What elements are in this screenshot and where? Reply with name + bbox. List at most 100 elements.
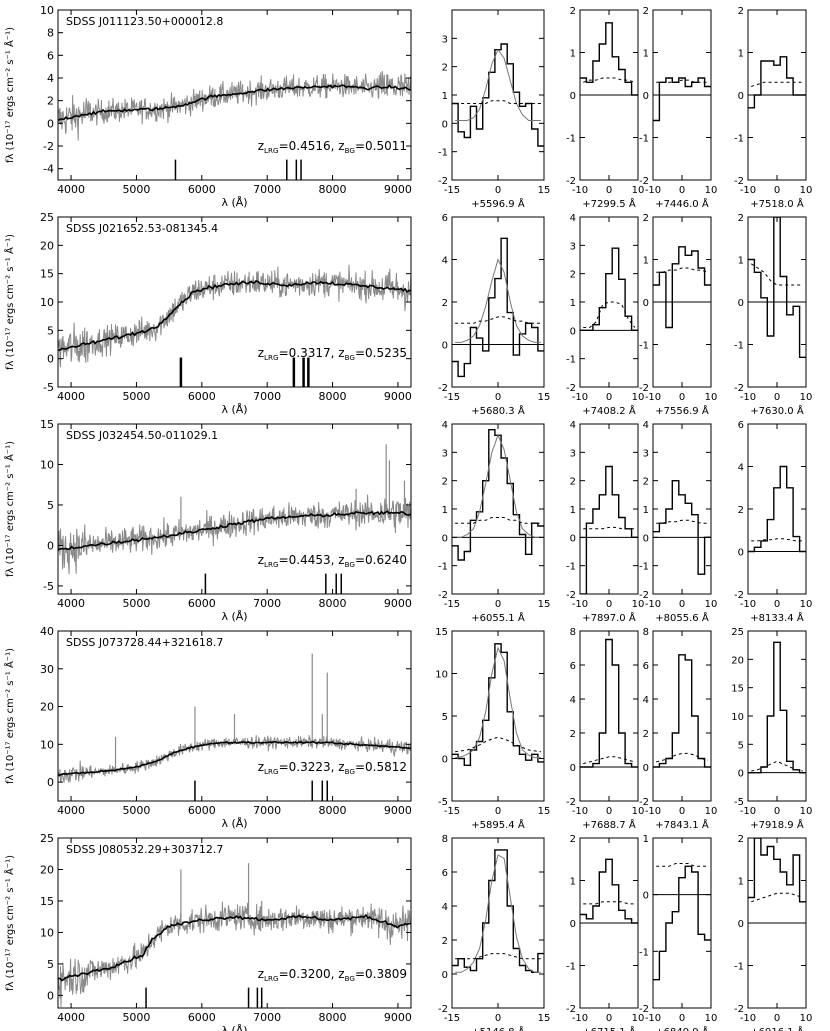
main-ytick-label: 25 bbox=[40, 832, 54, 845]
main-plot-frame bbox=[57, 9, 412, 181]
main-ylabel: fλ (10⁻¹⁷ ergs cm⁻² s⁻¹ Å⁻¹) bbox=[3, 441, 16, 577]
spectrum-title: SDSS J080532.29+303712.7 bbox=[66, 843, 223, 856]
zoom-xtick-label: -15 bbox=[444, 1013, 460, 1024]
zoom-ytick-label: 0 bbox=[570, 91, 576, 102]
zoom-xtick-label: -10 bbox=[740, 1013, 756, 1024]
flux-histogram bbox=[653, 865, 711, 981]
zoom-ytick-label: 1 bbox=[643, 834, 649, 845]
zoom-ytick-label: -2 bbox=[566, 383, 576, 394]
main-ytick-label: 6 bbox=[47, 49, 54, 62]
flux-histogram bbox=[748, 217, 806, 358]
zoom-wavelength-label: +5895.4 Å bbox=[471, 818, 525, 831]
z-subscript: LRG bbox=[264, 974, 279, 983]
zoom-xtick-label: 0 bbox=[774, 599, 780, 610]
z-text: z bbox=[258, 139, 264, 153]
zoom-ytick-label: 4 bbox=[738, 463, 744, 474]
z-text: =0.5011 bbox=[355, 139, 407, 153]
zoom-xtick-label: 10 bbox=[705, 392, 718, 403]
zoom-ytick-label: 4 bbox=[570, 213, 576, 224]
zoom-xtick-label: -15 bbox=[444, 806, 460, 817]
noise-level-line bbox=[583, 301, 636, 328]
zoom-ytick-label: -2 bbox=[639, 797, 649, 808]
zoom-xtick-label: -10 bbox=[645, 392, 661, 403]
zoom-ytick-label: 4 bbox=[570, 695, 576, 706]
template-fit-line bbox=[58, 280, 411, 352]
zoom-ytick-label: 0 bbox=[738, 548, 744, 559]
zoom-wavelength-label: +7446.0 Å bbox=[655, 197, 709, 210]
zoom-ytick-label: 1 bbox=[643, 256, 649, 267]
zoom-xtick-label: 10 bbox=[705, 185, 718, 196]
zoom-ytick-label: 4 bbox=[643, 420, 649, 431]
flux-histogram bbox=[452, 43, 544, 147]
zoom-xtick-label: 15 bbox=[538, 1013, 551, 1024]
z-text: =0.3200, z bbox=[279, 967, 345, 981]
zoom-ytick-label: 8 bbox=[643, 627, 649, 638]
main-plot-frame bbox=[57, 423, 412, 595]
main-xtick-label: 7000 bbox=[253, 390, 281, 403]
line-zoom-panel: -10 0 10 -2 0 2 4 6 +8133.4 Å bbox=[734, 420, 812, 624]
main-ytick-label: -2 bbox=[43, 140, 54, 153]
zoom-xtick-label: 0 bbox=[606, 599, 612, 610]
zoom-ytick-label: -2 bbox=[734, 176, 744, 187]
zoom-xtick-label: -15 bbox=[444, 599, 460, 610]
noise-level-line bbox=[751, 81, 803, 87]
zoom-xtick-label: -10 bbox=[645, 599, 661, 610]
zoom-ytick-label: 6 bbox=[738, 420, 744, 431]
z-subscript: BG bbox=[345, 353, 355, 362]
main-plot-frame bbox=[57, 216, 412, 388]
zoom-xtick-label: -10 bbox=[572, 806, 588, 817]
zoom-xtick-label: 10 bbox=[705, 599, 718, 610]
z-text: =0.6240 bbox=[355, 553, 407, 567]
zoom-ytick-label: 1 bbox=[442, 91, 448, 102]
zoom-plot-frame bbox=[451, 423, 545, 595]
main-ytick-label: 0 bbox=[47, 117, 54, 130]
zoom-ytick-label: 8 bbox=[442, 834, 448, 845]
zoom-ytick-label: 0 bbox=[643, 298, 649, 309]
zoom-ytick-label: 4 bbox=[643, 695, 649, 706]
zoom-plot-frame bbox=[451, 9, 545, 181]
zoom-wavelength-label: +7556.9 Å bbox=[655, 404, 709, 417]
model-curve bbox=[455, 646, 541, 759]
main-xtick-label: 8000 bbox=[319, 390, 347, 403]
main-ytick-label: 10 bbox=[40, 926, 54, 939]
z-subscript: BG bbox=[345, 560, 355, 569]
main-xtick-label: 5000 bbox=[122, 1011, 150, 1024]
zoom-ytick-label: -1 bbox=[438, 148, 448, 159]
main-xtick-label: 8000 bbox=[319, 183, 347, 196]
main-xtick-label: 8000 bbox=[319, 1011, 347, 1024]
main-ytick-label: 10 bbox=[40, 458, 54, 471]
main-ytick-label: 5 bbox=[47, 499, 54, 512]
noise-level-line bbox=[583, 526, 635, 530]
main-ytick-label: -4 bbox=[43, 163, 54, 176]
zoom-ytick-label: 1 bbox=[738, 256, 744, 267]
zoom-plot-frame bbox=[652, 423, 712, 595]
zoom-xtick-label: 0 bbox=[606, 392, 612, 403]
main-xtick-label: 7000 bbox=[253, 804, 281, 817]
noise-level-line bbox=[750, 263, 803, 286]
flux-histogram bbox=[580, 22, 638, 96]
z-subscript: BG bbox=[345, 146, 355, 155]
noise-level-line bbox=[751, 892, 803, 903]
zoom-ytick-label: 0 bbox=[643, 891, 649, 902]
zoom-ytick-label: -1 bbox=[566, 562, 576, 573]
main-ytick-label: -5 bbox=[43, 580, 54, 593]
zoom-ytick-label: 2 bbox=[570, 729, 576, 740]
z-text: =0.5235 bbox=[355, 346, 407, 360]
z-subscript: BG bbox=[345, 974, 355, 983]
line-zoom-panel: -15 0 15 -2 -1 0 1 2 3 4 +6055.1 Å bbox=[438, 420, 550, 624]
main-plot-frame bbox=[57, 837, 412, 1009]
noise-level-line bbox=[455, 736, 541, 753]
flux-histogram bbox=[653, 654, 711, 768]
redshift-label: zLRG=0.3223, zBG=0.5812 bbox=[258, 760, 407, 776]
zoom-ytick-label: 2 bbox=[442, 298, 448, 309]
zoom-xtick-label: -10 bbox=[740, 806, 756, 817]
zoom-ytick-label: 0 bbox=[643, 533, 649, 544]
main-xlabel: λ (Å) bbox=[221, 403, 247, 416]
redshift-label: zLRG=0.4516, zBG=0.5011 bbox=[258, 139, 407, 155]
